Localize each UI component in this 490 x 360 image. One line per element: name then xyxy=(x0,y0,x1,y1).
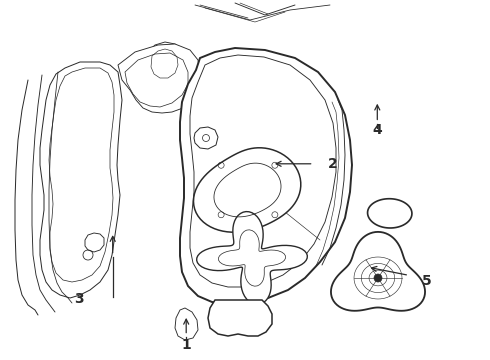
Text: 5: 5 xyxy=(421,274,431,288)
Polygon shape xyxy=(194,127,218,149)
Circle shape xyxy=(374,274,382,282)
Polygon shape xyxy=(194,148,301,232)
Text: 4: 4 xyxy=(372,123,382,136)
Polygon shape xyxy=(196,212,307,305)
Polygon shape xyxy=(175,308,198,340)
Polygon shape xyxy=(145,42,185,83)
Polygon shape xyxy=(180,48,352,304)
Polygon shape xyxy=(208,300,272,336)
Polygon shape xyxy=(40,62,122,298)
Polygon shape xyxy=(368,199,412,228)
Polygon shape xyxy=(118,44,200,113)
Text: 2: 2 xyxy=(328,157,338,171)
Text: 1: 1 xyxy=(181,338,191,352)
Text: 3: 3 xyxy=(74,292,84,306)
Polygon shape xyxy=(331,232,425,311)
